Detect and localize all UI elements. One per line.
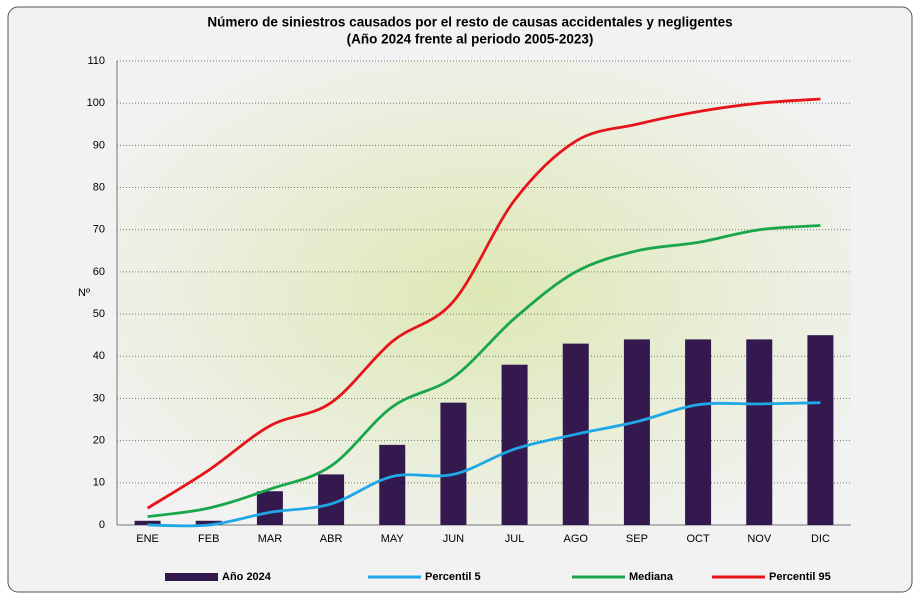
bar [685,339,712,525]
y-tick-label: 60 [93,266,105,278]
y-tick-label: 100 [87,97,105,109]
bar [501,364,528,525]
line [147,401,821,528]
y-tick-label: 10 [93,477,105,489]
y-tick-label: 70 [93,224,105,236]
y-tick-label: 80 [93,181,105,193]
y-tick-label: 110 [87,55,105,67]
chart-subtitle: (Año 2024 frente al periodo 2005-2023) [347,32,594,47]
bar [746,339,773,525]
y-tick-label: 30 [93,392,105,404]
x-tick-label: SEP [626,533,648,545]
legend-label: Año 2024 [222,571,272,583]
x-tick-label: OCT [686,533,710,545]
bar [256,491,283,525]
y-tick-label: 40 [93,350,105,362]
y-tick-label: 90 [93,139,105,151]
legend-label: Percentil 95 [769,571,831,583]
x-tick-label: FEB [198,533,219,545]
x-tick-label: NOV [747,533,772,545]
legend-label: Mediana [629,571,674,583]
legend-swatch [165,573,218,581]
bar [440,402,467,525]
y-tick-label: 50 [93,308,105,320]
x-tick-label: MAR [258,533,283,545]
x-tick-label: MAY [381,533,405,545]
x-tick-label: ABR [320,533,343,545]
bar [807,335,834,525]
y-tick-label: 20 [93,435,105,447]
x-tick-label: JUN [443,533,464,545]
y-tick-label: 0 [99,519,105,531]
bar [379,444,406,525]
bar [134,520,161,525]
chart-title: Número de siniestros causados por el res… [207,15,732,30]
bar [195,520,222,525]
x-tick-label: ENE [136,533,159,545]
x-tick-label: DIC [811,533,830,545]
line [146,97,821,510]
legend-label: Percentil 5 [425,571,481,583]
bar [623,339,650,525]
x-tick-label: JUL [505,533,525,545]
y-axis-label: Nº [78,287,90,299]
x-tick-label: AGO [564,533,589,545]
line [147,224,821,518]
